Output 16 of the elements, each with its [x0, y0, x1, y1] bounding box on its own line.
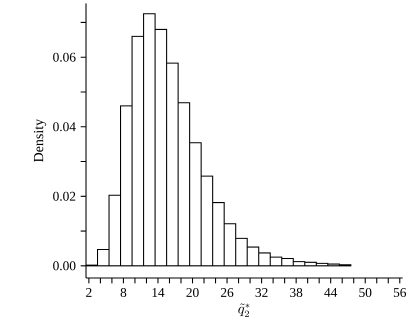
- x-axis-title: $\tilde{q}_2^{*}$: [238, 304, 250, 317]
- x-tick-label: 14: [152, 288, 164, 297]
- x-tick-label: 26: [220, 288, 234, 297]
- y-tick-label: 0.04: [53, 122, 76, 132]
- x-tick-label: 20: [186, 288, 199, 298]
- x-tick-label: 38: [290, 288, 302, 298]
- x-tick-label: 32: [256, 288, 268, 297]
- x-tick-label: 56: [394, 288, 406, 297]
- y-axis-title: Density: [34, 118, 46, 162]
- x-tick-label: 44: [324, 288, 338, 297]
- y-tick-label: 0.00: [53, 261, 76, 270]
- x-tick-label: 8: [120, 288, 126, 298]
- x-tick-label: 2: [86, 288, 92, 297]
- x-tick-label: 50: [359, 288, 372, 298]
- y-tick-label: 0.02: [53, 192, 76, 201]
- y-tick-label: 0.06: [53, 52, 76, 62]
